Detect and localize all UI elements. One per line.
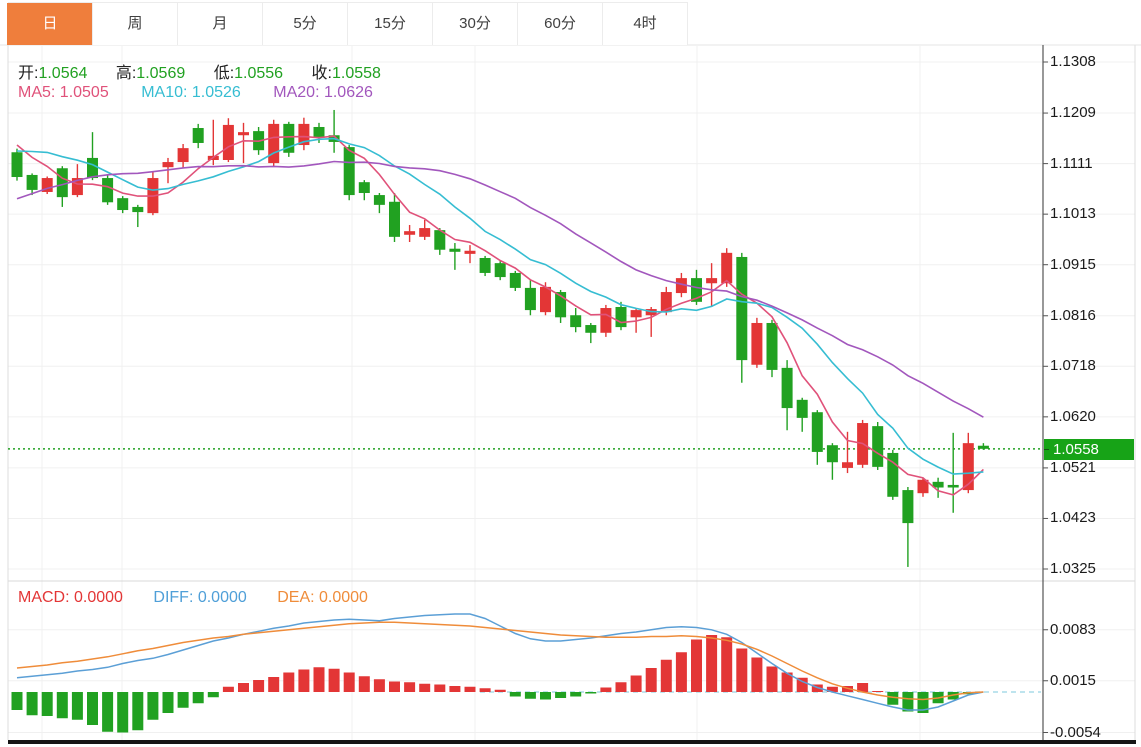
ma10-value: MA10: 1.0526 [141, 84, 241, 101]
candles-layer [11, 109, 989, 567]
current-price-value: 1.0558 [1053, 441, 1099, 458]
bottom-border [8, 740, 1136, 744]
current-price-badge: 1.0558 [1044, 439, 1134, 460]
high-group: 高:1.0569 [116, 65, 185, 82]
price-axis-label: 1.0816 [1050, 306, 1096, 324]
price-axis-label: 1.0915 [1050, 255, 1096, 273]
macd-axis-label: -0.0054 [1050, 723, 1101, 741]
tab-30分[interactable]: 30分 [432, 3, 518, 45]
tab-月[interactable]: 月 [177, 3, 263, 45]
period-tabbar: 日周月 5分 15分 30分 60分 4时 [7, 2, 688, 45]
ma-legend: MA5: 1.0505 MA10: 1.0526 MA20: 1.0626 [18, 84, 401, 102]
tab-5分[interactable]: 5分 [262, 3, 348, 45]
macd-legend: MACD: 0.0000 DIFF: 0.0000 DEA: 0.0000 [18, 589, 394, 607]
price-axis-label: 1.0521 [1050, 458, 1096, 476]
price-axis-label: 1.0620 [1050, 407, 1096, 425]
price-axis-label: 1.0718 [1050, 357, 1096, 375]
price-axis-label: 1.0423 [1050, 509, 1096, 527]
tab-周[interactable]: 周 [92, 3, 178, 45]
close-value: 1.0558 [331, 65, 381, 82]
close-label: 收: [311, 65, 332, 82]
low-value: 1.0556 [234, 65, 284, 82]
diff-value: DIFF: 0.0000 [153, 589, 247, 606]
grid-layer [8, 46, 1135, 740]
high-value: 1.0569 [136, 65, 186, 82]
tab-15分[interactable]: 15分 [347, 3, 433, 45]
price-axis-label: 1.1308 [1050, 53, 1096, 70]
price-axis-label: 1.1111 [1050, 154, 1093, 172]
ma10-line [16, 137, 984, 475]
ma20-value: MA20: 1.0626 [273, 84, 373, 101]
tab-日[interactable]: 日 [7, 3, 93, 45]
price-axis-label: 1.1209 [1050, 104, 1096, 122]
low-group: 低:1.0556 [214, 65, 283, 82]
price-axis-label: 1.1013 [1050, 205, 1096, 223]
dea-line [16, 621, 984, 701]
dea-value: DEA: 0.0000 [277, 589, 368, 606]
tab-4时[interactable]: 4时 [602, 3, 688, 45]
macd-axis-label: 0.0015 [1050, 671, 1096, 689]
open-label: 开: [18, 65, 39, 82]
high-label: 高: [115, 65, 137, 82]
ma20-line [16, 160, 984, 418]
tab-60分[interactable]: 60分 [517, 3, 603, 45]
ohlc-legend: 开:1.0564 高:1.0569 低:1.0556 收:1.0558 [18, 59, 405, 83]
open-value: 1.0564 [38, 65, 88, 82]
open-group: 开:1.0564 [18, 65, 87, 82]
low-label: 低: [213, 65, 235, 82]
ma5-value: MA5: 1.0505 [18, 84, 109, 101]
badge-tick [1044, 449, 1049, 450]
macd-axis-label: 0.0083 [1050, 620, 1096, 638]
diff-line [16, 613, 984, 711]
macd-histogram-layer [11, 635, 974, 733]
close-group: 收:1.0558 [312, 65, 381, 82]
price-axis-label: 1.0325 [1050, 560, 1096, 577]
frame-layer [0, 44, 1141, 740]
macd-value: MACD: 0.0000 [18, 589, 123, 606]
